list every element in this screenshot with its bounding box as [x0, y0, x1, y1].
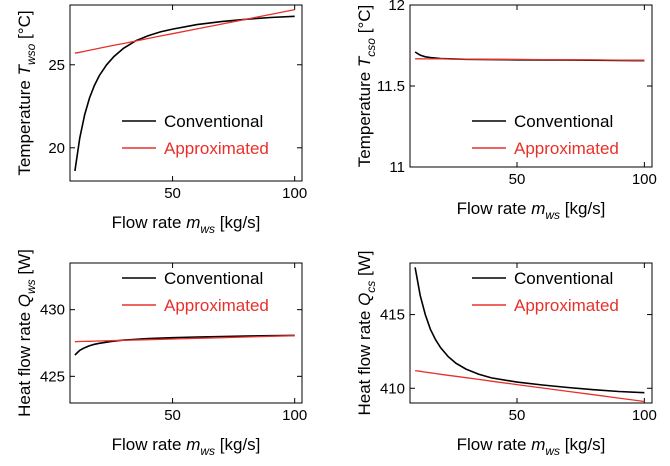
y-axis-label-unit: [W] [15, 249, 34, 279]
x-tick-label: 100 [282, 185, 307, 202]
x-axis-label-var: m [531, 435, 545, 454]
y-axis-label-var: T [15, 63, 34, 75]
series-line-conventional [414, 267, 645, 394]
series-line-approximated [415, 58, 645, 61]
x-tick-label: 50 [164, 407, 181, 424]
y-axis-label-text: Temperature [15, 75, 34, 175]
y-axis-label-unit: [°C] [15, 10, 34, 43]
y-tick-label: 430 [40, 302, 65, 319]
x-axis-label-unit: [kg/s] [215, 213, 260, 232]
series-line-approximated [415, 369, 645, 403]
y-axis-label-sub: cs [364, 281, 378, 293]
x-axis-label-unit: [kg/s] [215, 435, 260, 454]
x-axis-label-sub: ws [200, 222, 215, 236]
x-tick-label: 50 [509, 171, 526, 188]
x-axis-label-var: m [531, 199, 545, 218]
x-axis-label-var: m [186, 213, 200, 232]
y-axis-label-sub: wso [24, 43, 38, 65]
legend-label-approximated: Approximated [164, 139, 269, 158]
y-axis-label-text: Temperature [355, 67, 374, 167]
y-tick-label: 11.5 [377, 78, 405, 95]
y-axis-label-text: Heat flow rate [15, 307, 34, 417]
x-axis-label-sub: ws [545, 208, 560, 222]
legend-label-conventional: Conventional [164, 269, 263, 288]
y-axis-label-var: T [355, 55, 374, 67]
x-axis-label: Flow rate mws [kg/s] [112, 435, 261, 458]
y-tick-label: 410 [380, 380, 405, 397]
y-tick-label: 25 [48, 57, 65, 74]
y-tick-label: 12 [388, 0, 405, 14]
x-tick-label: 100 [632, 407, 657, 424]
series-line-conventional [74, 15, 295, 172]
y-axis-label: Heat flow rate Qcs [W] [355, 250, 378, 415]
x-axis-label-text: Flow rate [457, 199, 532, 218]
x-axis-label-text: Flow rate [457, 435, 532, 454]
y-tick-label: 11 [389, 159, 405, 176]
plot-frame [69, 262, 303, 404]
legend-label-approximated: Approximated [514, 296, 619, 315]
x-axis-label-var: m [186, 435, 200, 454]
legend-label-conventional: Conventional [164, 112, 263, 131]
plot-frame [409, 262, 653, 404]
chart-panel-1: 50 100 20 25 Conventional Approximated Flow ra… [15, 4, 307, 236]
legend-label-conventional: Conventional [514, 112, 613, 131]
x-axis-label-sub: ws [545, 444, 560, 458]
legend-label-approximated: Approximated [514, 139, 619, 158]
y-axis-label-unit: [W] [355, 250, 374, 280]
series-line-approximated [74, 335, 295, 343]
y-axis-label-sub: ws [24, 279, 38, 294]
y-axis-label-var: Q [355, 293, 374, 306]
x-tick-label: 50 [164, 185, 181, 202]
y-axis-label: Heat flow rate Qws [W] [15, 249, 38, 417]
x-axis-label-text: Flow rate [112, 435, 187, 454]
y-axis-label-var: Q [15, 294, 34, 307]
y-tick-label: 415 [380, 307, 405, 324]
legend-label-approximated: Approximated [164, 296, 269, 315]
y-axis-label: Temperature Tcso [°C] [355, 5, 378, 168]
x-axis-label-sub: ws [200, 444, 215, 458]
x-tick-label: 50 [509, 407, 526, 424]
x-tick-label: 100 [282, 407, 307, 424]
x-axis-label: Flow rate mws [kg/s] [457, 199, 606, 222]
y-axis-label-unit: [°C] [355, 5, 374, 38]
chart-panel-2: 50 100 11 11.5 12 Conventional Approximated Flo… [355, 0, 657, 222]
x-tick-label: 100 [632, 171, 657, 188]
chart-panel-4: 50 100 410 415 Conventional Approximated Flow … [355, 250, 657, 458]
x-axis-label: Flow rate mws [kg/s] [457, 435, 606, 458]
y-tick-label: 20 [48, 140, 65, 157]
series-line-approximated [74, 8, 295, 54]
x-axis-label-unit: [kg/s] [560, 199, 605, 218]
y-axis-label-sub: cso [364, 38, 378, 57]
y-tick-label: 425 [40, 368, 65, 385]
x-axis-label-unit: [kg/s] [560, 435, 605, 454]
y-axis-label: Temperature Twso [°C] [15, 10, 38, 175]
chart-panel-3: 50 100 425 430 Conventional Approximated Flow … [15, 249, 307, 458]
legend-label-conventional: Conventional [514, 269, 613, 288]
x-axis-label: Flow rate mws [kg/s] [112, 213, 261, 236]
plot-frame [69, 4, 303, 182]
y-axis-label-text: Heat flow rate [355, 306, 374, 416]
x-axis-label-text: Flow rate [112, 213, 187, 232]
